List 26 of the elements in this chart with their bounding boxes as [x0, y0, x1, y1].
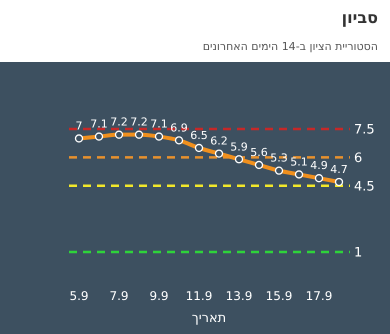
ref-line-label: 6: [354, 150, 362, 166]
data-label: 5.9: [230, 140, 248, 154]
x-tick-label: 15.9: [266, 289, 292, 303]
data-label: 5.6: [250, 146, 268, 159]
x-axis-title: תאריך: [192, 311, 226, 326]
x-tick-label: 17.9: [306, 289, 332, 303]
chart-subtitle: הסטוריית הציון ב-14 הימים האחרונים: [202, 40, 378, 53]
x-tick-label: 9.9: [149, 289, 169, 303]
x-tick-label: 11.9: [186, 289, 212, 303]
data-label: 7.2: [130, 116, 148, 129]
ref-line-label: 1: [354, 246, 362, 260]
x-tick-label: 7.9: [109, 289, 129, 303]
x-tick-label: 13.9: [226, 289, 252, 303]
data-label: 5.1: [290, 155, 308, 168]
data-label: 7.1: [150, 118, 168, 131]
chart-title: סביון: [342, 8, 378, 27]
data-label: 4.9: [310, 159, 328, 172]
data-label: 7: [76, 119, 82, 132]
data-label: 7.1: [90, 118, 108, 131]
ref-line-label: 4.5: [354, 179, 375, 194]
x-tick-label: 5.9: [69, 289, 89, 303]
data-label: 6.2: [210, 134, 228, 148]
ref-line-label: 7.5: [354, 122, 375, 138]
data-label: 7.2: [110, 116, 128, 129]
data-label: 6.5: [190, 128, 208, 142]
data-label: 4.7: [330, 162, 348, 176]
